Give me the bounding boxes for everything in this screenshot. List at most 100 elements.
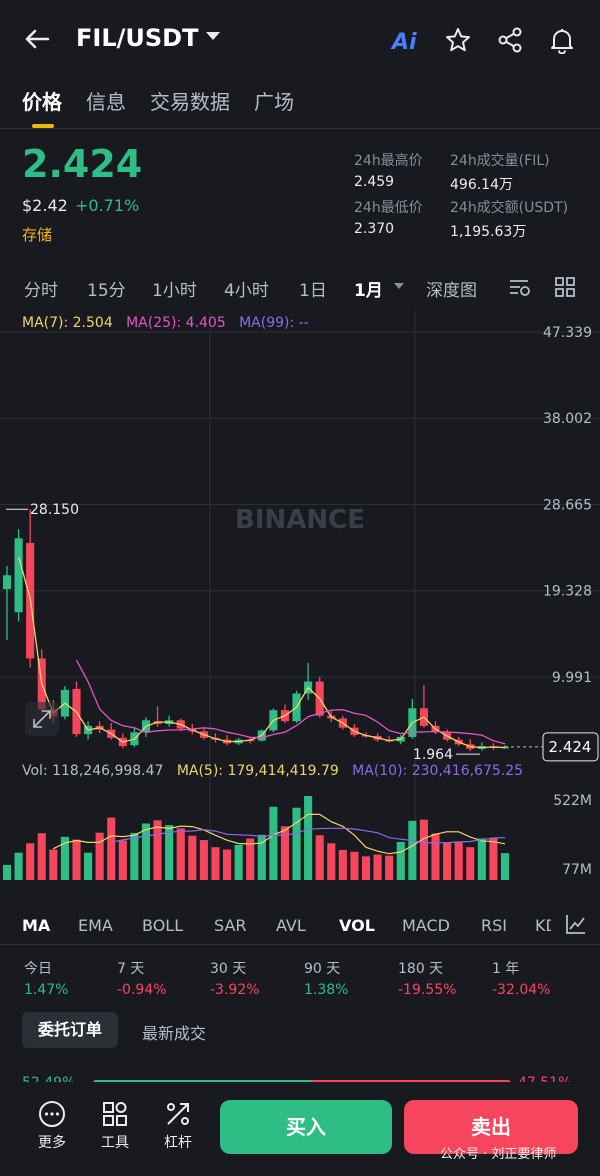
volume-axis-label: 77M <box>562 862 592 878</box>
volume-bar <box>257 834 266 880</box>
volume-bar <box>234 844 243 880</box>
perf-30d: 30 天 -3.92% <box>210 958 260 998</box>
perf-value: -0.94% <box>117 982 167 998</box>
indicator-vol[interactable]: VOL <box>339 916 375 935</box>
last-price-box <box>542 732 599 762</box>
indicator-sar[interactable]: SAR <box>214 916 247 935</box>
leverage-label: 杠杆 <box>164 1135 192 1151</box>
volume-bar <box>49 849 58 880</box>
volume-bar <box>280 826 290 880</box>
vol-ma10-value: MA(10): 230,416,675.25 <box>352 763 524 779</box>
share-icon[interactable] <box>496 26 524 54</box>
chevron-down-icon[interactable] <box>205 30 221 42</box>
tab-info[interactable]: 信息 <box>86 90 126 114</box>
tab-open-orders[interactable]: 委托订单 <box>22 1012 118 1048</box>
grid-layout-icon[interactable] <box>554 276 576 298</box>
price-axis-label: 19.328 <box>543 584 592 600</box>
stat-amount-label: 24h成交额(USDT) <box>450 200 569 216</box>
tab-square[interactable]: 广场 <box>254 90 294 114</box>
more-button[interactable]: 更多 <box>22 1100 82 1152</box>
volume-bar <box>14 852 23 880</box>
indicator-kd[interactable]: KD <box>535 916 551 935</box>
interval-time[interactable]: 分时 <box>24 281 58 301</box>
stat-amount: 24h成交额(USDT) 1,195.63万 <box>450 197 568 241</box>
price-change: +0.71% <box>75 196 140 215</box>
indicator-rsi[interactable]: RSI <box>481 916 507 935</box>
interval-1mo[interactable]: 1月 <box>354 281 383 301</box>
perf-label: 90 天 <box>304 961 341 977</box>
vol-ma5-line <box>53 813 506 855</box>
tab-trading-data[interactable]: 交易数据 <box>150 90 230 114</box>
usd-price: $2.42 <box>22 196 68 215</box>
interval-4h[interactable]: 4小时 <box>224 281 269 301</box>
back-arrow-icon[interactable] <box>22 24 52 54</box>
interval-1d[interactable]: 1日 <box>299 281 327 301</box>
volume-bar <box>26 843 35 880</box>
ai-icon[interactable]: Ai <box>392 30 417 55</box>
volume-bar <box>95 832 104 880</box>
chart-line-icon[interactable] <box>564 912 588 936</box>
tab-latest-trades[interactable]: 最新成交 <box>142 1024 207 1043</box>
stat-amount-value: 1,195.63万 <box>450 224 527 240</box>
stat-volume-value: 496.14万 <box>450 177 513 193</box>
volume-bar <box>373 854 382 880</box>
sell-button[interactable]: 卖出 <box>404 1100 578 1154</box>
volume-bar <box>130 832 139 880</box>
volume-bar <box>431 833 440 880</box>
perf-90d: 90 天 1.38% <box>304 958 348 998</box>
interval-15m[interactable]: 15分 <box>87 281 126 301</box>
volume-axis-label: 522M <box>553 793 592 809</box>
volume-bar <box>327 843 336 880</box>
perf-label: 7 天 <box>117 961 145 977</box>
vol-ma10-line <box>111 827 506 844</box>
expand-icon-glyph <box>33 710 51 728</box>
divider <box>0 944 600 945</box>
volume-bar <box>350 851 359 880</box>
perf-180d: 180 天 -19.55% <box>398 958 456 998</box>
divider <box>0 128 600 129</box>
candle <box>2 575 12 590</box>
leverage-button[interactable]: 杠杆 <box>148 1100 208 1152</box>
ma7-value: MA(7): 2.504 <box>22 315 113 331</box>
perf-value: -3.92% <box>210 982 260 998</box>
star-icon[interactable] <box>444 26 472 54</box>
indicator-ma[interactable]: MA <box>22 916 51 935</box>
ma25-value: MA(25): 4.405 <box>126 315 226 331</box>
perf-value: -32.04% <box>492 982 551 998</box>
leverage-icon <box>167 1103 189 1125</box>
perf-value: 1.47% <box>24 982 69 998</box>
interval-1h[interactable]: 1小时 <box>152 281 197 301</box>
volume-bar <box>292 807 301 880</box>
tools-button[interactable]: 工具 <box>85 1100 145 1152</box>
price-axis-label: 9.991 <box>552 670 592 686</box>
volume-bar <box>211 847 220 880</box>
volume-value: Vol: 118,246,998.47 <box>22 763 164 779</box>
volume-bar <box>176 828 185 880</box>
chevron-down-icon[interactable] <box>393 282 405 290</box>
candlestick-chart[interactable]: 47.339 38.002 28.665 19.328 9.991 BINANCE 28.1… <box>0 310 600 880</box>
volume-bar <box>222 849 232 880</box>
top-bar: FIL/USDT Ai <box>0 0 600 80</box>
interval-depth[interactable]: 深度图 <box>426 281 477 301</box>
buy-button[interactable]: 买入 <box>220 1100 392 1154</box>
price-axis-label: 47.339 <box>543 325 592 341</box>
indicator-ema[interactable]: EMA <box>78 916 113 935</box>
candle <box>14 538 23 613</box>
pair-title[interactable]: FIL/USDT <box>76 24 199 52</box>
indicator-avl[interactable]: AVL <box>276 916 306 935</box>
stat-low-label: 24h最低价 <box>354 200 423 216</box>
volume-bar <box>419 819 428 880</box>
ma7-line <box>17 556 506 749</box>
tab-price[interactable]: 价格 <box>22 86 62 128</box>
category-tag[interactable]: 存储 <box>22 226 53 244</box>
volume-bar <box>466 847 475 880</box>
stat-high-label: 24h最高价 <box>354 153 423 169</box>
volume-bar <box>84 852 93 880</box>
volume-bar <box>141 823 151 880</box>
wechat-watermark: 公众号 · 刘正要律师 <box>440 1147 557 1162</box>
bell-icon[interactable] <box>548 26 576 54</box>
indicator-macd[interactable]: MACD <box>402 916 450 935</box>
more-icon <box>39 1101 65 1127</box>
indicator-boll[interactable]: BOLL <box>142 916 184 935</box>
chart-settings-icon[interactable] <box>508 276 532 298</box>
